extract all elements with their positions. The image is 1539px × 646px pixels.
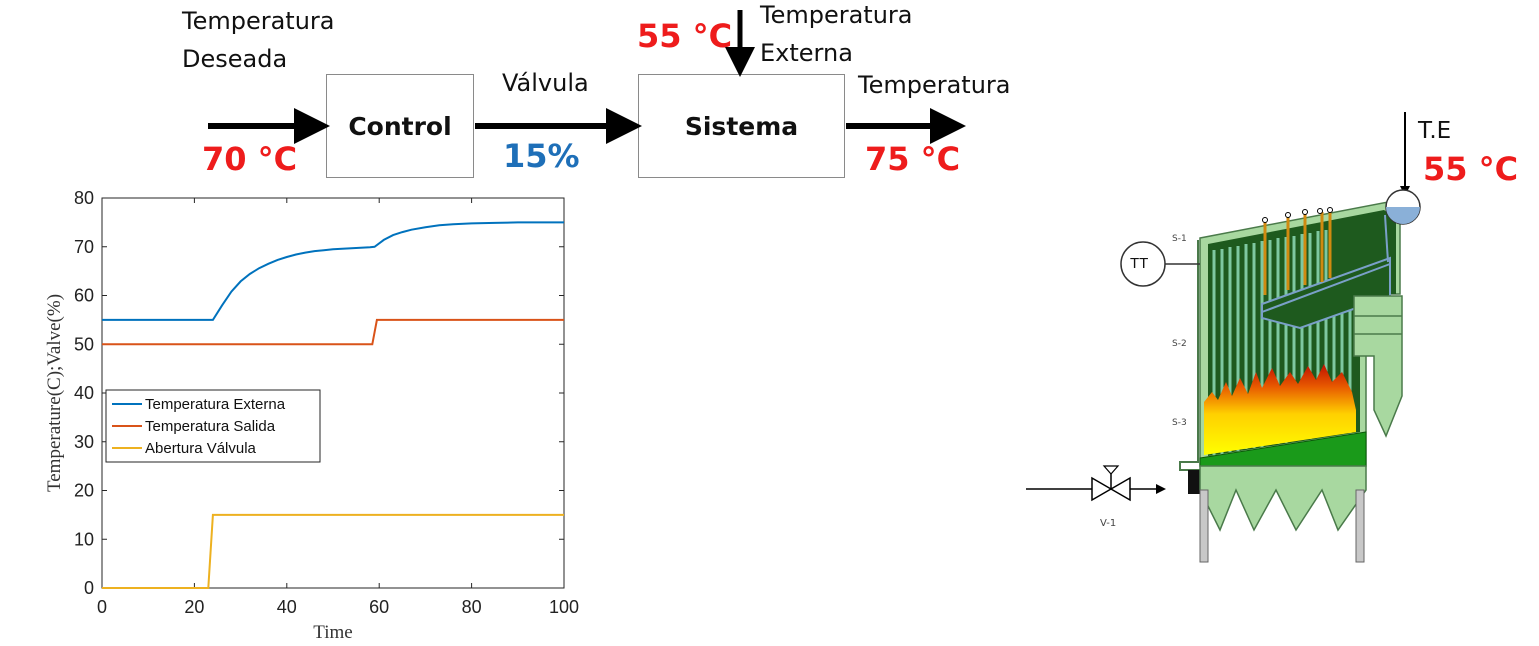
disturbance-label-line1: Temperatura [760,1,913,29]
input-label-line2: Deseada [182,45,288,73]
tt-label: TT [1130,255,1149,272]
disturbance-value: 55 °C [637,17,733,55]
series-line-2 [102,318,564,346]
valve-value: 15% [503,137,580,175]
te-label: T.E [1418,118,1452,144]
system-label: Sistema [684,111,799,141]
y-tick-label: 30 [74,432,94,452]
system-block: Sistema [638,74,845,178]
chart-legend: Temperatura Externa Temperatura Salida Abe… [105,389,321,463]
flue-duct [1353,295,1403,438]
series-line-1 [102,221,564,321]
legend-entry: Abertura Válvula [145,440,257,457]
x-tick-label: 80 [462,597,482,617]
output-label: Temperatura [858,71,1011,99]
input-value: 70 °C [202,140,298,178]
legend-entry: Temperatura Externa [145,396,286,413]
x-tick-label: 0 [97,597,107,617]
output-value: 75 °C [865,140,961,178]
s2-label: S-2 [1172,339,1187,349]
x-tick-label: 20 [184,597,204,617]
s1-label: S-1 [1172,234,1187,244]
y-tick-label: 80 [74,188,94,208]
y-tick-label: 50 [74,334,94,354]
s3-label: S-3 [1172,418,1187,428]
y-tick-label: 70 [74,237,94,257]
burner [1188,470,1202,494]
disturbance-label-line2: Externa [760,39,853,67]
valve-tag: V-1 [1100,518,1117,529]
series-line-3 [102,513,564,589]
control-label: Control [348,111,452,141]
y-tick-label: 0 [84,578,94,598]
ash-hopper [1199,465,1367,532]
y-tick-label: 20 [74,481,94,501]
x-tick-label: 40 [277,597,297,617]
control-block: Control [326,74,474,178]
x-axis-label: Time [313,622,352,643]
input-label-line1: Temperatura [182,7,335,35]
y-axis-label: Temperature(C);Valve(%) [44,294,65,492]
flames [1204,364,1356,455]
x-tick-label: 100 [549,597,579,617]
x-tick-label: 60 [369,597,389,617]
legend-entry: Temperatura Salida [145,418,276,435]
y-tick-label: 10 [74,529,94,549]
orange-tubes [1263,212,1332,295]
te-value: 55 °C [1423,150,1519,188]
y-tick-label: 60 [74,286,94,306]
y-tick-label: 40 [74,383,94,403]
valve-label: Válvula [502,69,589,97]
